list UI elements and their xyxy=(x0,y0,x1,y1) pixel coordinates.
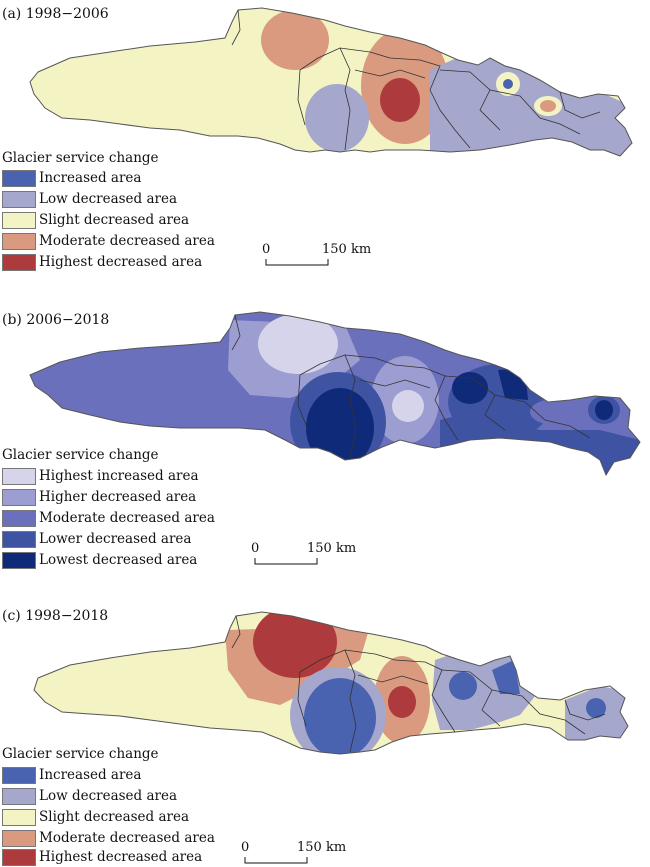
legend-swatch xyxy=(2,253,36,271)
scale-distance: 150 km xyxy=(322,242,372,257)
panel-c-title: (c) 1998−2018 xyxy=(2,608,109,624)
scale-line xyxy=(265,259,329,266)
legend-swatch xyxy=(2,169,36,187)
legend-a-item-moderate: Moderate decreased area xyxy=(2,231,215,251)
legend-label: Lowest decreased area xyxy=(39,552,198,568)
scale-distance: 150 km xyxy=(307,541,357,556)
legend-swatch xyxy=(2,488,36,506)
scale-zero: 0 xyxy=(251,541,260,556)
legend-a-item-slight: Slight decreased area xyxy=(2,210,189,230)
legend-a-item-highest: Highest decreased area xyxy=(2,252,202,272)
legend-label: Lower decreased area xyxy=(39,531,192,547)
legend-label: Low decreased area xyxy=(39,788,178,804)
legend-label: Slight decreased area xyxy=(39,212,190,228)
legend-swatch xyxy=(2,551,36,569)
panel-a-title: (a) 1998−2006 xyxy=(2,6,109,22)
legend-label: Highest decreased area xyxy=(39,849,203,865)
legend-label: Highest decreased area xyxy=(39,254,203,270)
legend-b-item-moderate: Moderate decreased area xyxy=(2,508,215,528)
legend-label: Highest increased area xyxy=(39,468,199,484)
legend-c-item-highest: Highest decreased area xyxy=(2,847,202,867)
legend-swatch xyxy=(2,190,36,208)
legend-label: Increased area xyxy=(39,767,142,783)
legend-b-item-highest-increased: Highest increased area xyxy=(2,466,199,486)
legend-swatch xyxy=(2,787,36,805)
legend-b-item-lower: Lower decreased area xyxy=(2,529,191,549)
panel-a: (a) 1998−2006 Glacier service change Inc… xyxy=(0,0,650,285)
legend-b-item-lowest: Lowest decreased area xyxy=(2,550,197,570)
legend-swatch xyxy=(2,467,36,485)
legend-label: Moderate decreased area xyxy=(39,830,215,846)
legend-label: Higher decreased area xyxy=(39,489,197,505)
legend-swatch xyxy=(2,232,36,250)
legend-label: Moderate decreased area xyxy=(39,510,215,526)
panel-b-title: (b) 2006−2018 xyxy=(2,312,110,328)
legend-c-item-slight: Slight decreased area xyxy=(2,807,189,827)
scale-distance: 150 km xyxy=(297,840,347,855)
scale-bar-c: 0 150 km xyxy=(241,840,361,866)
legend-label: Moderate decreased area xyxy=(39,233,215,249)
legend-b-item-higher: Higher decreased area xyxy=(2,487,196,507)
panel-c: (c) 1998−2018 Glacier service change Inc… xyxy=(0,590,650,867)
map-b xyxy=(29,311,641,477)
legend-c-item-moderate: Moderate decreased area xyxy=(2,828,215,848)
legend-b-title: Glacier service change xyxy=(2,447,159,463)
scale-line xyxy=(254,558,318,565)
legend-a-item-increased: Increased area xyxy=(2,168,141,188)
legend-swatch xyxy=(2,530,36,548)
legend-swatch xyxy=(2,808,36,826)
legend-swatch xyxy=(2,509,36,527)
legend-swatch xyxy=(2,829,36,847)
scale-line xyxy=(244,857,308,864)
legend-swatch xyxy=(2,211,36,229)
legend-a-title: Glacier service change xyxy=(2,150,159,166)
scale-bar-b: 0 150 km xyxy=(251,541,371,567)
legend-c-item-low: Low decreased area xyxy=(2,786,177,806)
map-c xyxy=(33,611,629,755)
legend-c-item-increased: Increased area xyxy=(2,765,141,785)
scale-zero: 0 xyxy=(262,242,271,257)
legend-c-title: Glacier service change xyxy=(2,746,159,762)
scale-zero: 0 xyxy=(241,840,250,855)
legend-swatch xyxy=(2,766,36,784)
legend-swatch xyxy=(2,848,36,866)
legend-label: Low decreased area xyxy=(39,191,178,207)
legend-label: Increased area xyxy=(39,170,142,186)
scale-bar-a: 0 150 km xyxy=(262,242,382,268)
legend-label: Slight decreased area xyxy=(39,809,190,825)
map-a xyxy=(29,7,633,157)
panel-b: (b) 2006−2018 Glacier service change Hig… xyxy=(0,290,650,580)
legend-a-item-low: Low decreased area xyxy=(2,189,177,209)
